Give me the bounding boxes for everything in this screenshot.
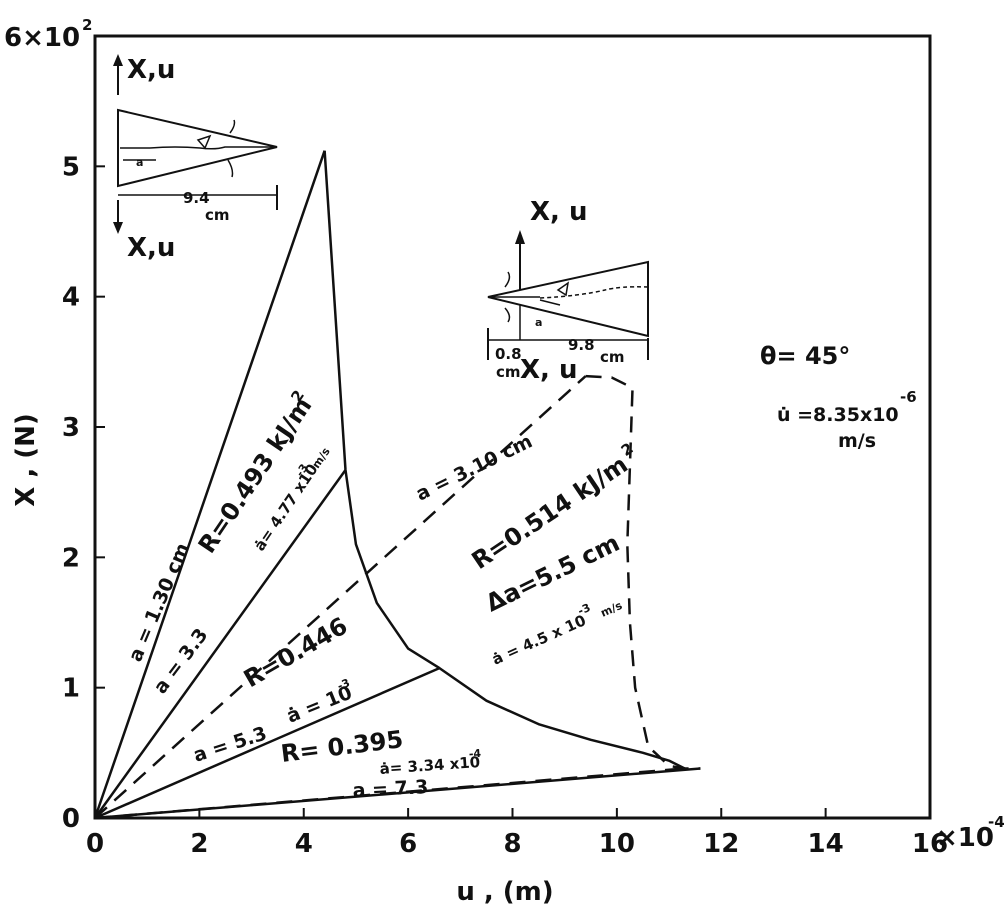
series-line-5 <box>94 375 587 819</box>
y-tick-label: 4 <box>62 283 80 313</box>
svg-text:m/s: m/s <box>599 599 625 620</box>
y-tick-label: 1 <box>62 674 80 704</box>
svg-text:X,u: X,u <box>127 55 175 85</box>
svg-text:cm: cm <box>205 206 230 224</box>
x-tick-label: 6 <box>399 829 417 859</box>
svg-text:-4: -4 <box>468 747 481 761</box>
svg-text:9.4: 9.4 <box>183 189 210 207</box>
svg-text:0.8: 0.8 <box>495 345 522 363</box>
inset-left-specimen: X,u X,u a 9.4 cm <box>113 54 278 263</box>
svg-text:-3: -3 <box>293 462 311 479</box>
svg-text:X,u: X,u <box>127 233 175 263</box>
svg-text:cm: cm <box>600 348 625 366</box>
label-a4: a = 7.3 <box>352 776 429 802</box>
series-line-8 <box>323 150 686 770</box>
theta-label: θ= 45° <box>760 342 850 370</box>
inset-right-specimen: X, u X, u a 0.8 cm 9.8 cm <box>487 197 649 385</box>
udot-unit: m/s <box>838 430 876 452</box>
y-tick-label: 5 <box>62 152 80 182</box>
svg-text:ȧ = 4.5 x 10: ȧ = 4.5 x 10 <box>489 611 588 668</box>
svg-text:-3: -3 <box>336 676 352 693</box>
x-tick-label: 0 <box>86 829 104 859</box>
svg-text:cm: cm <box>496 363 521 381</box>
x-tick-label: 16 <box>912 829 948 859</box>
y-tick-label: 3 <box>62 413 80 443</box>
svg-text:a: a <box>535 316 542 329</box>
x-tick-label: 4 <box>295 829 313 859</box>
series-line-3 <box>94 666 440 820</box>
y-multiplier: 6×10 <box>4 23 80 53</box>
svg-text:X, u: X, u <box>520 355 577 385</box>
x-tick-label: 10 <box>599 829 635 859</box>
plot-frame <box>93 34 932 820</box>
x-tick-label: 2 <box>190 829 208 859</box>
svg-text:a: a <box>136 156 143 169</box>
x-multiplier: ×10 <box>936 823 994 853</box>
svg-text:X, u: X, u <box>530 197 587 227</box>
svg-text:ȧ= 3.34 x10: ȧ= 3.34 x10 <box>379 753 481 778</box>
y-exponent: 2 <box>82 16 92 34</box>
x-axis-title: u , (m) <box>456 877 553 907</box>
udot-exponent: -6 <box>900 388 917 406</box>
x-tick-label: 14 <box>808 829 844 859</box>
svg-text:m/s: m/s <box>310 445 333 471</box>
label-a-dashed: a = 3.10 cm <box>413 430 536 505</box>
x-tick-label: 12 <box>703 829 739 859</box>
svg-text:-3: -3 <box>576 601 592 618</box>
y-tick-label: 0 <box>62 804 80 834</box>
svg-text:9.8: 9.8 <box>568 336 595 354</box>
series-line-6 <box>585 374 701 770</box>
chart-series <box>93 150 701 820</box>
y-axis-title: X , (N) <box>11 413 41 507</box>
series-line-2 <box>93 469 347 819</box>
y-tick-label: 2 <box>62 543 80 573</box>
x-exponent: -4 <box>988 813 1005 831</box>
x-tick-label: 8 <box>503 829 521 859</box>
series-line-1 <box>93 150 326 819</box>
series-line-7 <box>94 767 685 820</box>
udot-label: u̇ =8.35x10 <box>777 404 899 426</box>
